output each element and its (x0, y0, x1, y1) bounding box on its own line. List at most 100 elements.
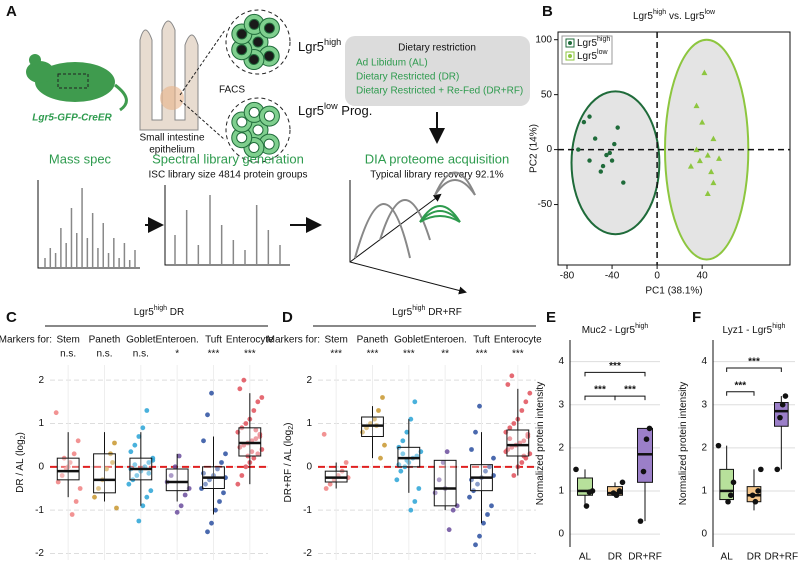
point (573, 466, 579, 473)
point (69, 512, 75, 517)
point (708, 168, 715, 175)
point (704, 190, 711, 197)
y-tick-label: 1 (558, 486, 564, 497)
point (176, 453, 182, 459)
point (581, 119, 587, 125)
y-tick-label: -1 (303, 505, 312, 516)
nucleus (263, 138, 275, 150)
point (219, 460, 224, 465)
point (730, 479, 737, 486)
text-part: Prog. (338, 103, 373, 118)
point (253, 436, 259, 442)
y-axis-label: DR+RF / AL (log2) (283, 423, 296, 503)
point (412, 399, 418, 405)
category-label: Goblet (394, 335, 424, 346)
point (221, 490, 226, 496)
point (132, 462, 138, 468)
dia-axis (349, 180, 467, 295)
bracket-label: *** (594, 385, 606, 396)
category-label: Stem (324, 335, 347, 346)
text-part: vs. Lgr5 (666, 11, 705, 22)
point (136, 518, 142, 524)
significance: *** (208, 349, 220, 360)
text-part: low (324, 101, 338, 111)
text-part: Lgr5 (134, 307, 154, 318)
text-part: Normalized protein intensity (535, 382, 546, 505)
point (75, 438, 81, 444)
point (477, 403, 482, 409)
y-tick-label: 1 (306, 418, 312, 429)
point (217, 499, 222, 504)
panel-letter: B (542, 3, 553, 20)
point (213, 507, 218, 513)
point (132, 442, 138, 448)
significance: n.s. (60, 349, 76, 360)
step-title: Mass spec (49, 151, 112, 166)
cells (231, 13, 280, 159)
facs-line (179, 29, 226, 96)
mouse-label: Lgr5-GFP-CreER (32, 113, 112, 124)
y-tick-label: 1 (38, 418, 44, 429)
nucleus (248, 106, 260, 118)
x-tick-label: 0 (654, 271, 660, 282)
point (394, 477, 400, 483)
y-tick-label: 3 (701, 399, 707, 410)
tissue-label: epithelium (149, 145, 195, 156)
text-part: Lgr5 (577, 38, 597, 49)
point (699, 119, 706, 125)
significance: ** (441, 349, 449, 360)
panel-letter: A (6, 3, 17, 20)
legend-box (561, 35, 613, 65)
point (140, 425, 146, 431)
text-part: Lyz1 - Lgr5 (723, 325, 773, 336)
y-tick-label: 0 (38, 461, 44, 472)
text-part: Lgr5 (298, 39, 324, 54)
category-label: Goblet (126, 335, 156, 346)
point (249, 449, 255, 455)
point (609, 158, 615, 163)
point (704, 152, 711, 158)
point (487, 464, 492, 470)
point (404, 429, 410, 435)
point (146, 460, 152, 465)
box (506, 429, 530, 457)
legend-label: Lgr5low (577, 49, 608, 61)
y-tick-label: 0 (306, 461, 312, 472)
point (489, 503, 494, 509)
point (205, 412, 210, 418)
box (93, 453, 116, 494)
y-tick-label: 3 (558, 399, 564, 410)
point (616, 488, 623, 494)
dr-line: Ad Libidum (AL) (356, 58, 428, 69)
category-label: AL (721, 552, 734, 563)
dia-axis (349, 193, 442, 263)
spectrum-peaks (44, 188, 281, 268)
point (205, 529, 210, 535)
nucleus (248, 142, 260, 154)
point (243, 464, 249, 470)
significance: *** (403, 349, 415, 360)
point (687, 163, 694, 169)
point (382, 442, 387, 448)
text-part: high (412, 305, 425, 312)
chart-title: Lyz1 - Lgr5high (723, 323, 786, 335)
point (607, 150, 613, 156)
category-label: DR (608, 552, 622, 563)
point (104, 466, 109, 472)
chart-title: Lgr5high DR+RF (392, 305, 462, 317)
plot-frame (557, 31, 791, 266)
point (587, 158, 592, 163)
nucleus (263, 50, 275, 62)
nucleus (263, 22, 275, 34)
point (372, 416, 377, 422)
peak (354, 203, 411, 259)
point (519, 408, 525, 413)
point (209, 520, 214, 526)
point (710, 135, 717, 142)
significance: * (175, 349, 179, 360)
point (209, 390, 214, 396)
point (473, 542, 478, 548)
y-tick-label: 2 (701, 442, 707, 453)
point (701, 69, 708, 76)
nucleus (236, 28, 248, 40)
